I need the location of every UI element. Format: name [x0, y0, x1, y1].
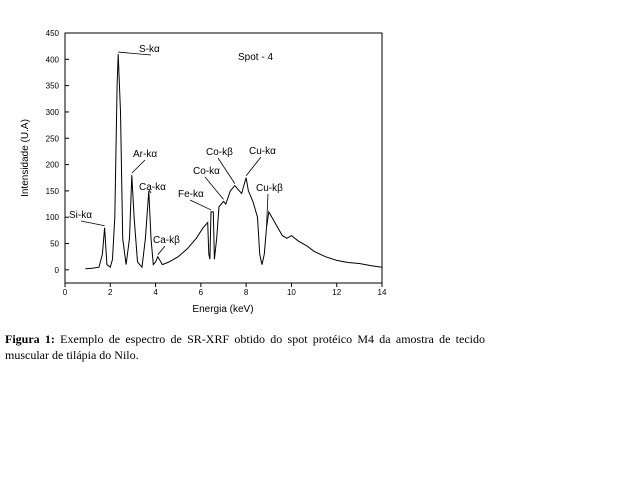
y-tick-label: 0 — [55, 266, 60, 275]
spectrum-line — [85, 54, 383, 270]
annotation-arrow — [148, 188, 152, 194]
x-tick-label: 14 — [378, 288, 387, 297]
caption-text: Exemplo de espectro de SR-XRF obtido do … — [5, 332, 485, 362]
chart: Intensidade (U.A) Energia (keV) 05010015… — [20, 29, 387, 315]
annotation: S-kα — [139, 44, 160, 55]
annotation: Cu-kα — [249, 146, 276, 157]
annotation: Fe-kα — [178, 189, 204, 200]
annotation-arrow — [266, 193, 269, 226]
annotation-arrow — [118, 51, 152, 56]
x-tick-label: 6 — [199, 288, 204, 297]
y-tick-label: 100 — [46, 213, 60, 222]
y-tick-label: 400 — [46, 55, 60, 64]
x-axis-label: Energia (keV) — [192, 304, 253, 315]
y-tick-label: 300 — [46, 108, 60, 117]
x-tick-label: 12 — [332, 288, 341, 297]
x-tick-label: 2 — [108, 288, 113, 297]
y-tick-label: 50 — [50, 240, 59, 249]
annotation: Co-kβ — [206, 147, 233, 158]
y-tick-label: 150 — [46, 187, 60, 196]
annotation: Cu-kβ — [256, 183, 283, 194]
annotation: Ca-kβ — [153, 235, 180, 246]
x-tick-label: 8 — [244, 288, 249, 297]
annotation-arrow — [80, 220, 105, 227]
annotation-arrow — [131, 159, 146, 174]
y-axis-label: Intensidade (U.A) — [20, 119, 31, 197]
annotation: Ar-kα — [133, 149, 157, 160]
y-tick-label: 250 — [46, 134, 60, 143]
y-tick-label: 350 — [46, 82, 60, 91]
plot-frame — [64, 32, 383, 284]
annotation-arrow — [217, 157, 236, 184]
y-tick-label: 450 — [46, 29, 60, 38]
y-tick-label: 200 — [46, 161, 60, 170]
x-tick-label: 0 — [63, 288, 68, 297]
annotation: Ca-kα — [139, 182, 166, 193]
annotation-arrow — [204, 176, 224, 200]
annotation-arrow — [245, 156, 262, 176]
annotation-arrow — [189, 199, 212, 211]
x-tick-label: 4 — [153, 288, 158, 297]
annotation: Spot - 4 — [238, 52, 273, 63]
annotation: Co-kα — [193, 166, 220, 177]
caption-label: Figura 1: — [5, 332, 55, 346]
caption: Figura 1: Exemplo de espectro de SR-XRF … — [5, 331, 485, 363]
annotation-arrow — [157, 245, 166, 255]
annotation: Si-kα — [69, 210, 92, 221]
x-tick-label: 10 — [287, 288, 296, 297]
